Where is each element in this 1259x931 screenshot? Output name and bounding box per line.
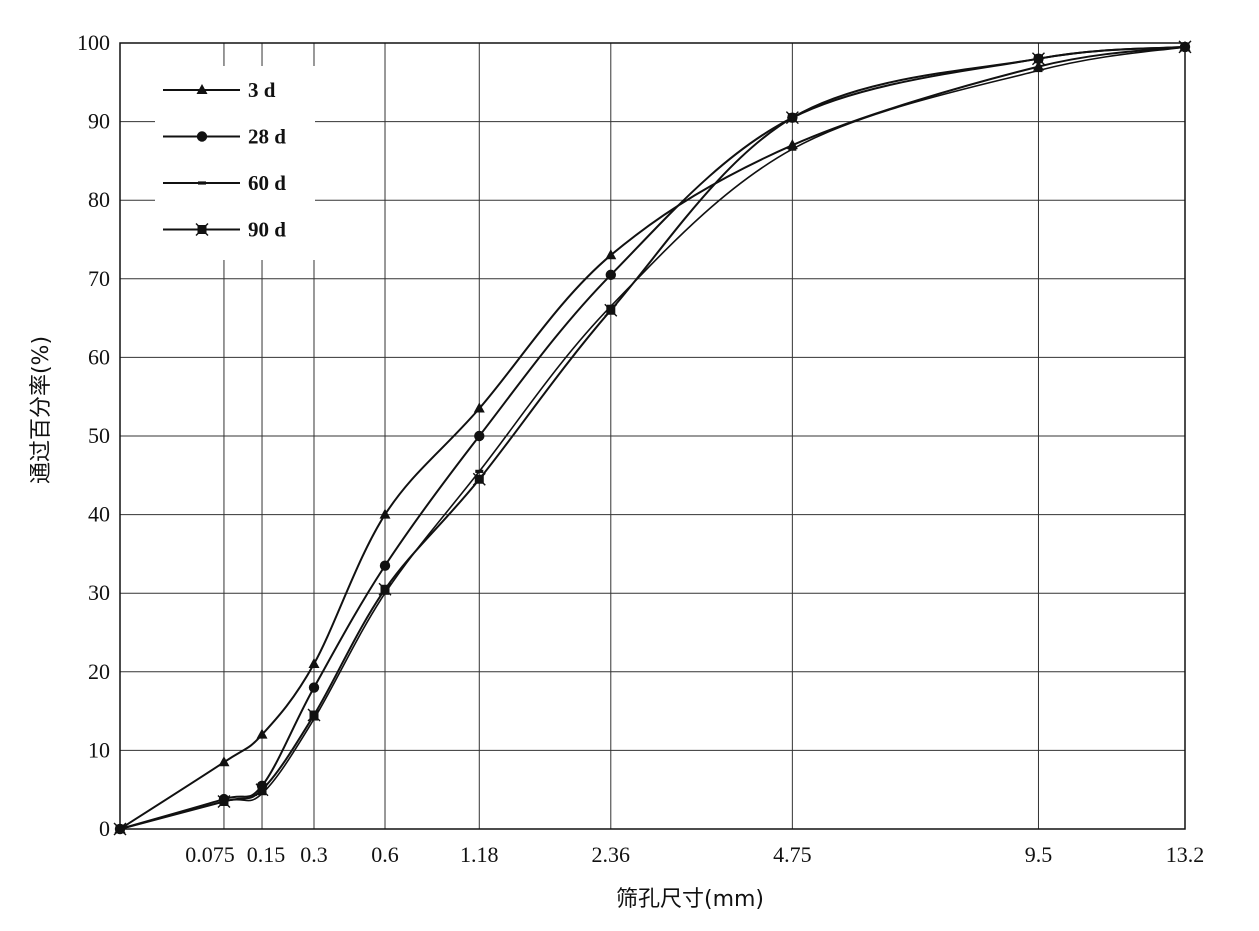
legend-box: [155, 66, 315, 260]
legend-label: 90 d: [248, 218, 286, 242]
data-point: [113, 822, 127, 836]
data-point: [475, 469, 484, 473]
legend-marker: [196, 84, 208, 94]
x-tick-label: 2.36: [592, 842, 631, 867]
data-point: [785, 111, 799, 125]
marker-cross: [604, 303, 618, 317]
data-point: [378, 582, 392, 596]
legend-item: 28 d: [163, 125, 286, 149]
plot-area-frame: [119, 42, 1186, 830]
data-point: [379, 560, 391, 571]
marker-cross: [195, 223, 209, 236]
legend-item: 60 d: [163, 171, 286, 195]
legend-label: 28 d: [248, 125, 286, 149]
legend-marker: [195, 223, 209, 236]
marker-cross: [472, 472, 486, 486]
marker-cross: [113, 822, 127, 836]
data-point: [256, 728, 268, 739]
y-tick-label: 0: [99, 816, 110, 841]
marker-cross: [785, 111, 799, 125]
x-tick-label: 13.2: [1166, 842, 1205, 867]
data-point: [604, 303, 618, 317]
data-point: [217, 794, 231, 808]
y-tick-label: 40: [88, 502, 110, 527]
x-tick-label: 4.75: [773, 842, 812, 867]
data-point: [605, 269, 616, 281]
data-point: [379, 508, 391, 519]
data-point: [1178, 40, 1192, 54]
y-tick-label: 100: [77, 30, 110, 55]
x-tick-label: 0.6: [371, 842, 399, 867]
marker-cross: [217, 794, 231, 808]
data-point: [308, 682, 320, 693]
marker-cross: [378, 582, 392, 596]
series-line: [119, 45, 1186, 830]
data-point: [788, 147, 797, 151]
legend-item: 90 d: [163, 218, 286, 242]
marker-cross: [307, 708, 321, 722]
legend-label: 3 d: [248, 78, 276, 102]
data-point: [473, 402, 485, 413]
y-axis-title: 通过百分率(%): [29, 336, 54, 484]
data-point: [474, 430, 485, 442]
y-tick-labels: 0 10 20 30 40 50 60 70 80 90 100: [77, 30, 110, 841]
y-tick-label: 20: [88, 659, 110, 684]
legend-label: 60 d: [248, 171, 286, 195]
legend-item: 3 d: [163, 78, 276, 102]
x-tick-label: 0.3: [300, 842, 328, 867]
y-tick-label: 10: [88, 737, 110, 762]
marker-cross: [1178, 40, 1192, 54]
y-tick-label: 80: [88, 187, 110, 212]
x-tick-label: 9.5: [1025, 842, 1053, 867]
data-point: [472, 472, 486, 486]
data-point: [307, 708, 321, 722]
data-point: [1034, 68, 1043, 73]
data-point: [605, 249, 617, 260]
y-tick-label: 50: [88, 423, 110, 448]
legend-marker: [198, 181, 206, 185]
y-tick-label: 60: [88, 344, 110, 369]
y-tick-label: 90: [88, 109, 110, 134]
x-tick-label: 0.075: [185, 842, 235, 867]
data-point: [1032, 60, 1044, 71]
data-point: [308, 657, 320, 668]
x-tick-label: 1.18: [460, 842, 499, 867]
series-90d: [113, 40, 1192, 836]
x-tick-labels: 0.075 0.15 0.3 0.6 1.18 2.36 4.75 9.5 13.2: [185, 842, 1204, 867]
marker-cross: [1031, 52, 1045, 66]
y-tick-label: 70: [88, 266, 110, 291]
legend: 3 d 28 d 60 d 90 d: [155, 66, 315, 260]
data-point: [786, 139, 798, 150]
x-tick-label: 0.15: [247, 842, 286, 867]
data-point: [255, 783, 269, 797]
marker-cross: [255, 783, 269, 797]
legend-marker: [196, 131, 208, 142]
data-point: [218, 756, 230, 767]
series-lines: [113, 40, 1192, 836]
x-axis-title: 筛孔尺寸(mm): [616, 887, 764, 912]
y-tick-label: 30: [88, 580, 110, 605]
data-point: [1031, 52, 1045, 66]
